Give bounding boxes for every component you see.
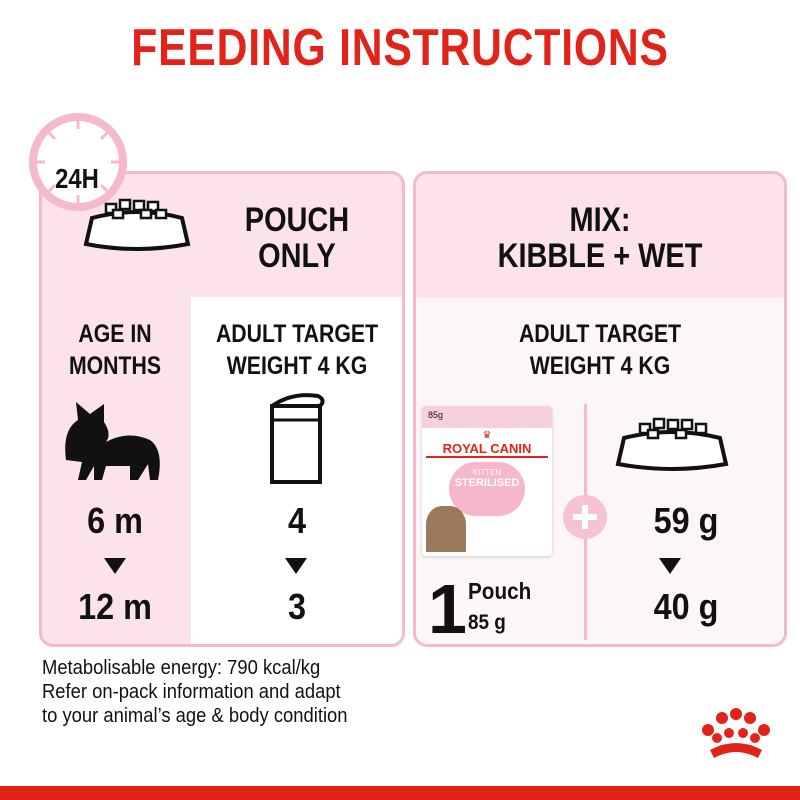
pouch-only-panel: [39, 171, 405, 647]
heading-line: POUCH: [244, 201, 350, 239]
royal-canin-crown-logo: [702, 708, 770, 758]
label-line: WEIGHT 4 KG: [226, 352, 368, 380]
age-label: AGE IN MONTHS: [51, 318, 179, 382]
arrow-down-icon: [285, 558, 307, 574]
product-brand: ROYAL CANIN: [426, 441, 548, 458]
page-title: FEEDING INSTRUCTIONS: [131, 19, 669, 77]
pouch-only-heading: POUCH ONLY: [206, 202, 388, 274]
heading-line: MIX:: [569, 201, 631, 239]
clock-label: 24H: [55, 163, 99, 194]
label-line: ADULT TARGET: [518, 320, 682, 348]
kibble-bowl-icon: [615, 417, 729, 471]
brand-bar: [0, 786, 800, 800]
product-weight: 85g: [422, 406, 552, 428]
label-line: MONTHS: [68, 352, 162, 380]
label-line: ADULT TARGET: [215, 320, 379, 348]
kibble-to: 40 g: [653, 586, 719, 627]
pouch-word: Pouch: [468, 578, 532, 604]
plus-icon: [563, 495, 607, 539]
footer-notes: Metabolisable energy: 790 kcal/kg Refer …: [42, 656, 347, 728]
heading-line: KIBBLE + WET: [497, 237, 703, 275]
food-bowl-icon: [83, 198, 191, 251]
energy-note: Metabolisable energy: 790 kcal/kg: [42, 657, 321, 679]
age-from: 6 m: [87, 500, 143, 541]
kibble-from: 59 g: [653, 500, 719, 541]
mix-target-weight-label: ADULT TARGET WEIGHT 4 KG: [442, 318, 758, 382]
pouches-from: 4: [287, 500, 307, 541]
label-line: WEIGHT 4 KG: [529, 352, 671, 380]
advice-note: to your animal’s age & body condition: [42, 705, 348, 727]
age-to: 12 m: [78, 586, 152, 627]
mix-header-bg: [416, 174, 784, 298]
mix-heading: MIX: KIBBLE + WET: [442, 202, 758, 274]
pouch-weight: 85 g: [468, 611, 506, 634]
product-line: KITTEN: [472, 468, 502, 477]
arrow-down-icon: [659, 558, 681, 574]
heading-line: ONLY: [258, 237, 336, 275]
product-pouch-image: 85g ♛ ROYAL CANIN KITTEN STERILISED: [422, 406, 552, 556]
pouch-count: 1: [428, 570, 467, 648]
kitten-photo: [426, 506, 466, 552]
target-weight-label: ADULT TARGET WEIGHT 4 KG: [206, 318, 388, 382]
advice-note: Refer on-pack information and adapt: [42, 681, 341, 703]
clock-icon: [29, 113, 127, 211]
label-line: AGE IN: [78, 320, 152, 348]
product-line: STERILISED: [454, 477, 520, 489]
pouch-icon: [270, 393, 325, 484]
pouches-to: 3: [287, 586, 307, 627]
kitten-icon: [65, 402, 160, 480]
arrow-down-icon: [104, 558, 126, 574]
crown-icon: ♛: [482, 430, 492, 441]
